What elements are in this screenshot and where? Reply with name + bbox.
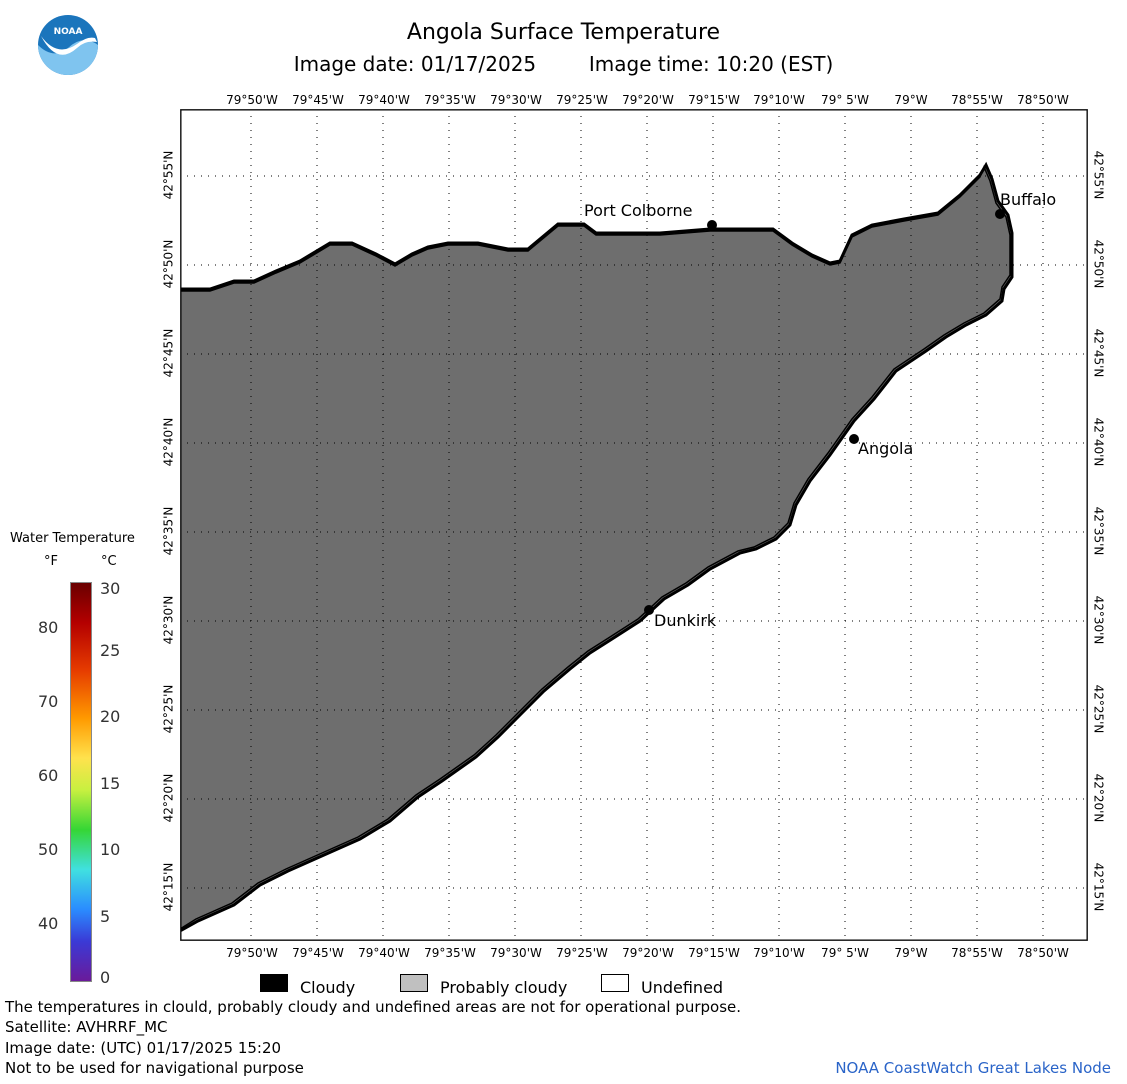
c-tick: 0 [100,968,111,987]
f-tick: 70 [38,692,59,711]
lon-label-bottom: 78°50'W [1017,946,1069,960]
lon-label-top: 78°55'W [951,93,1003,107]
logo-text: NOAA [54,27,83,37]
lat-label-right: 42°20'N [1091,773,1106,823]
lon-label-bottom: 79°40'W [358,946,410,960]
c-tick: 10 [100,840,121,859]
lat-label-left: 42°35'N [161,506,176,556]
probably-cloudy-key-label: Probably cloudy [440,978,568,997]
lon-label-bottom: 79°50'W [226,946,278,960]
lon-label-bottom: 79°20'W [622,946,674,960]
angola-marker [849,434,859,444]
lat-label-left: 42°50'N [161,239,176,289]
graticule [180,109,1088,941]
lat-label-left: 42°40'N [161,417,176,467]
angola-label: Angola [858,439,914,458]
satellite-text: Satellite: AVHRRF_MC [5,1018,168,1036]
cloudy-key-label: Cloudy [300,978,356,997]
nav-warning-text: Not to be used for navigational purpose [5,1059,304,1077]
lon-label-bottom: 79°W [894,946,928,960]
c-tick: 15 [100,774,121,793]
c-tick: 30 [100,579,121,598]
utc-date-text: Image date: (UTC) 01/17/2025 15:20 [5,1039,282,1057]
map-area [178,107,1090,943]
lon-label-bottom: 78°55'W [951,946,1003,960]
lon-label-bottom: 79°45'W [292,946,344,960]
lon-label-bottom: 79° 5'W [821,946,869,960]
lat-label-left: 42°55'N [161,150,176,200]
image-date: Image date: 01/17/2025 [293,52,537,76]
c-tick: 25 [100,641,121,660]
cloudy-swatch [260,974,288,992]
lon-label-bottom: 79°15'W [688,946,740,960]
noaa-logo: NOAA [37,14,99,76]
probably-cloudy-swatch [400,974,428,992]
map-title: Angola Surface Temperature [406,20,721,45]
buffalo-label: Buffalo [1000,190,1057,209]
lat-label-left: 42°20'N [161,773,176,823]
lon-label-top: 79°30'W [490,93,542,107]
lat-label-left: 42°25'N [161,684,176,734]
map-subtitle: Image date: 01/17/2025 Image time: 10:20… [0,52,1127,76]
legend-title: Water Temperature [10,531,135,546]
lon-label-top: 79°50'W [226,93,278,107]
port-colborne-label: Port Colborne [584,201,693,220]
legend-unit-f: °F [44,554,58,569]
buffalo-marker [995,209,1005,219]
disclaimer-text: The temperatures in clould, probably clo… [5,998,742,1016]
shoreline [179,165,1011,930]
undefined-swatch [601,974,629,992]
c-tick: 20 [100,707,121,726]
lon-label-top: 79°40'W [358,93,410,107]
dunkirk-label: Dunkirk [654,611,717,630]
lat-label-left: 42°30'N [161,595,176,645]
lon-label-top: 79° 5'W [821,93,869,107]
undefined-key-label: Undefined [641,978,724,997]
credit-text: NOAA CoastWatch Great Lakes Node [835,1059,1111,1077]
lat-label-right: 42°45'N [1091,328,1106,378]
lat-label-right: 42°25'N [1091,684,1106,734]
color-bar [70,582,92,982]
lon-label-top: 79°20'W [622,93,674,107]
dunkirk-marker [644,605,654,615]
lat-label-left: 42°15'N [161,862,176,912]
lon-label-top: 79°10'W [753,93,805,107]
lon-label-bottom: 79°35'W [424,946,476,960]
f-tick: 60 [38,766,59,785]
legend-unit-c: °C [101,554,117,569]
lon-label-bottom: 79°25'W [556,946,608,960]
lat-label-left: 42°45'N [161,328,176,378]
lat-label-right: 42°30'N [1091,595,1106,645]
lon-label-top: 79°35'W [424,93,476,107]
lat-label-right: 42°35'N [1091,506,1106,556]
lon-label-top: 79°W [894,93,928,107]
lat-label-right: 42°50'N [1091,239,1106,289]
c-tick: 5 [100,907,111,926]
f-tick: 40 [38,914,59,933]
map-svg [178,107,1090,943]
lat-label-right: 42°40'N [1091,417,1106,467]
lon-label-top: 79°15'W [688,93,740,107]
lon-label-bottom: 79°10'W [753,946,805,960]
lon-label-bottom: 79°30'W [490,946,542,960]
f-tick: 80 [38,618,59,637]
lon-label-top: 79°45'W [292,93,344,107]
lat-label-right: 42°55'N [1091,150,1106,200]
lat-label-right: 42°15'N [1091,862,1106,912]
image-time: Image time: 10:20 (EST) [588,52,834,76]
lon-label-top: 78°50'W [1017,93,1069,107]
port-colborne-marker [707,220,717,230]
lon-label-top: 79°25'W [556,93,608,107]
f-tick: 50 [38,840,59,859]
